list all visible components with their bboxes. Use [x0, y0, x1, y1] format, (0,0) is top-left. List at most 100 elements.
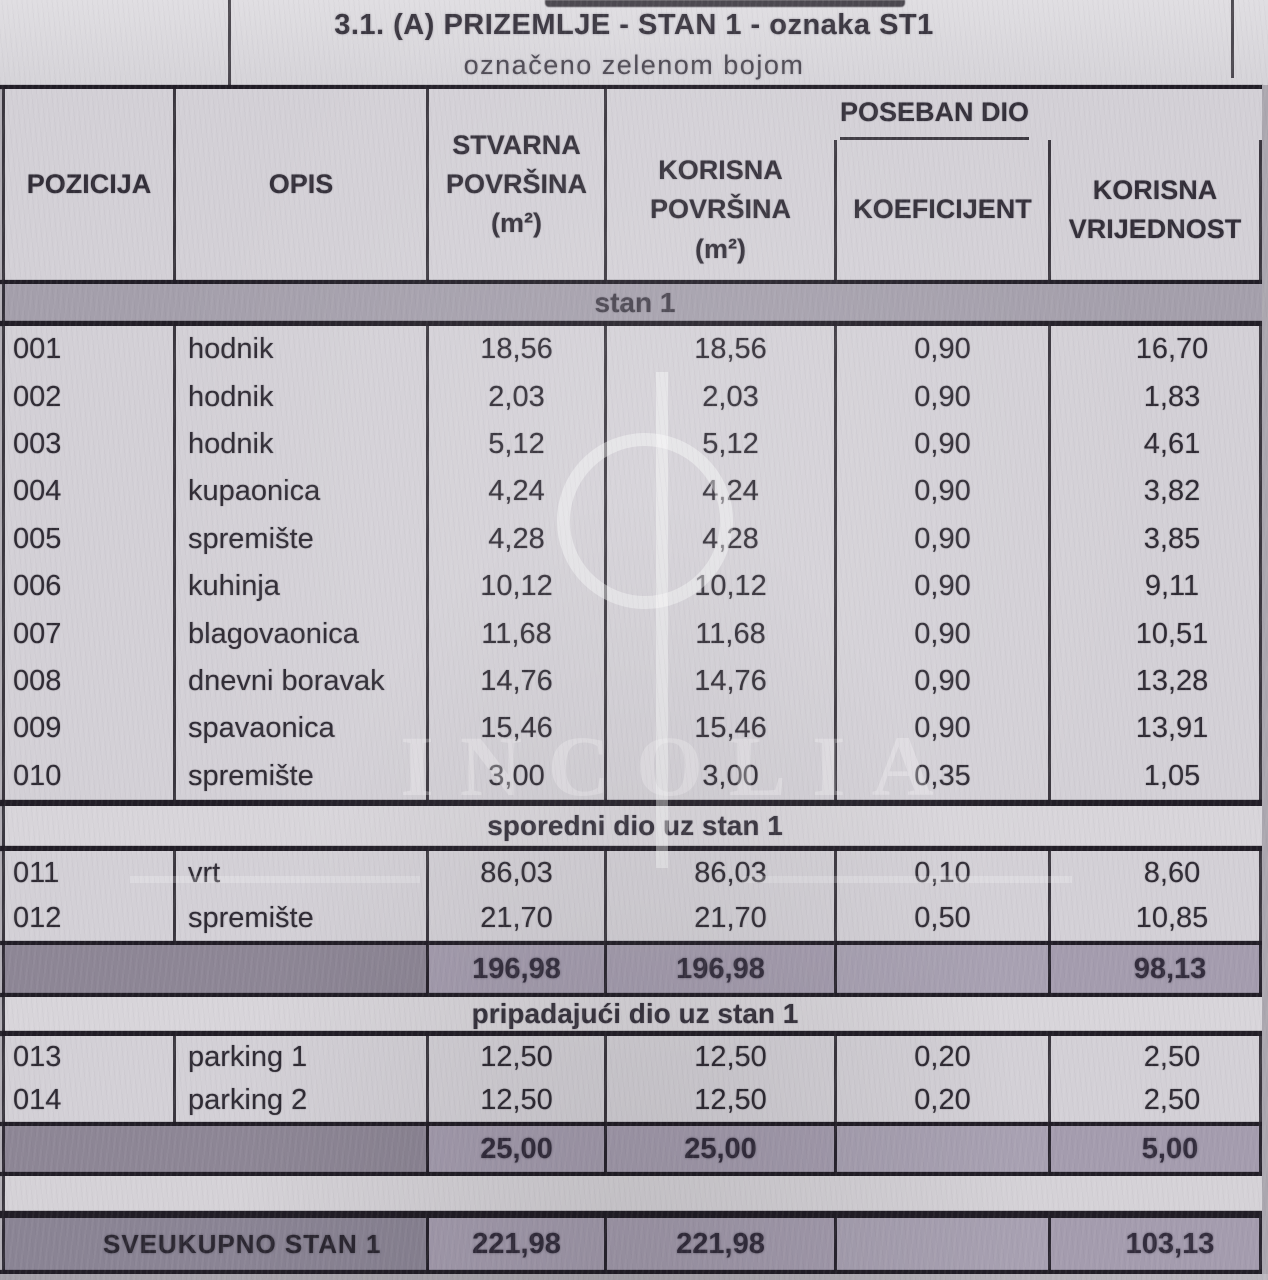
header-koeficijent: KOEFICIJENT — [837, 140, 1051, 280]
section-sporedni: sporedni dio uz stan 1 — [2, 806, 1268, 846]
header-pozicija: POZICIJA — [2, 89, 176, 280]
cell-korisna: 2,03 — [702, 380, 759, 413]
cell-opis: spavaonica — [188, 712, 335, 745]
cell-pozicija: 013 — [13, 1041, 62, 1073]
photo-bottom-edge — [0, 1274, 1268, 1280]
cell-vrijednost: 9,11 — [1144, 570, 1200, 603]
cell-vrijednost: 10,51 — [1135, 617, 1209, 650]
cell-opis: parking 1 — [188, 1041, 308, 1073]
header-korisna-vrijednost: KORISNA VRIJEDNOST — [1051, 140, 1262, 280]
section-pripadajuci: pripadajući dio uz stan 1 — [2, 997, 1268, 1031]
table-row: 001 hodnik 18,56 18,56 0,90 16,70 — [2, 326, 1262, 374]
subtotal-koeficijent-empty — [837, 1126, 1051, 1172]
cell-korisna: 4,24 — [702, 475, 759, 508]
divider-thick — [0, 1211, 1263, 1218]
subtotal-korisna: 25,00 — [684, 1132, 757, 1165]
cell-korisna: 15,46 — [694, 712, 767, 745]
cell-stvarna: 2,03 — [488, 380, 545, 413]
cell-koeficijent: 0,20 — [914, 1084, 971, 1116]
table-row: 009 spavaonica 15,46 15,46 0,90 13,91 — [2, 705, 1262, 753]
cell-vrijednost: 4,61 — [1143, 428, 1201, 461]
top-edge-smudge — [545, 0, 905, 7]
cell-stvarna: 4,28 — [488, 522, 545, 555]
grand-total-row: SVEUKUPNO STAN 1 221,98 221,98 103,13 — [2, 1218, 1262, 1270]
cell-koeficijent: 0,90 — [914, 522, 971, 555]
cell-korisna: 10,12 — [694, 570, 767, 603]
grand-total-koeficijent-empty — [837, 1218, 1051, 1270]
cell-korisna: 12,50 — [694, 1084, 767, 1116]
table-bottom-border — [0, 1270, 1263, 1274]
cell-stvarna: 10,12 — [480, 570, 553, 603]
cell-pozicija: 001 — [13, 333, 62, 366]
cell-vrijednost: 8,60 — [1143, 857, 1201, 889]
cell-stvarna: 15,46 — [480, 712, 553, 745]
cell-opis: hodnik — [188, 380, 274, 413]
cell-opis: hodnik — [188, 428, 274, 461]
table-row: 006 kuhinja 10,12 10,12 0,90 9,11 — [2, 563, 1262, 611]
pripadajuci-rows-section: 013 parking 1 12,50 12,50 0,20 2,50 014 … — [2, 1036, 1262, 1122]
header-poseban-dio: POSEBAN DIO — [839, 89, 1030, 140]
cell-opis: hodnik — [188, 333, 274, 366]
pripadajuci-subtotal-row: 25,00 25,00 5,00 — [2, 1126, 1262, 1172]
cell-vrijednost: 10,85 — [1135, 902, 1209, 934]
table-top-border — [0, 85, 1263, 89]
cell-pozicija: 004 — [13, 475, 62, 508]
photo-right-edge — [1262, 85, 1268, 1274]
grand-total-stvarna: 221,98 — [472, 1227, 561, 1260]
subtotal-korisna: 196,98 — [676, 952, 765, 985]
divider — [0, 1031, 1263, 1036]
cell-pozicija: 009 — [13, 712, 62, 745]
cell-korisna: 12,50 — [694, 1041, 767, 1073]
table-row: 007 blagovaonica 11,68 11,68 0,90 10,51 — [2, 610, 1262, 658]
document-title: 3.1. (A) PRIZEMLJE - STAN 1 - oznaka ST1 — [334, 9, 934, 41]
cell-koeficijent: 0,20 — [914, 1041, 971, 1073]
cell-pozicija: 007 — [13, 617, 62, 650]
subtotal-stvarna: 196,98 — [472, 952, 561, 985]
cell-koeficijent: 0,10 — [914, 857, 971, 889]
cell-koeficijent: 0,90 — [914, 475, 971, 508]
cell-pozicija: 003 — [13, 428, 62, 461]
cell-stvarna: 5,12 — [488, 428, 545, 461]
cell-opis: parking 2 — [188, 1084, 308, 1116]
table-row: 008 dnevni boravak 14,76 14,76 0,90 13,2… — [2, 657, 1262, 706]
cell-vrijednost: 1,05 — [1143, 759, 1201, 792]
empty-row — [2, 1176, 1268, 1211]
cell-koeficijent: 0,90 — [914, 665, 971, 698]
divider — [0, 280, 1263, 284]
sporedni-subtotal-row: 196,98 196,98 98,13 — [2, 945, 1262, 993]
cell-koeficijent: 0,50 — [914, 902, 971, 934]
cell-vrijednost: 16,70 — [1135, 333, 1209, 366]
cell-pozicija: 006 — [13, 570, 62, 603]
cell-koeficijent: 0,90 — [914, 333, 971, 366]
cell-vrijednost: 3,85 — [1143, 522, 1201, 555]
divider — [0, 1122, 1263, 1126]
cell-korisna: 18,56 — [694, 333, 767, 366]
main-rows-section: 001 hodnik 18,56 18,56 0,90 16,70 002 ho… — [2, 326, 1262, 801]
header-stvarna-povrsina: STVARNA POVRŠINA (m²) — [429, 89, 607, 280]
table-row: 002 hodnik 2,03 2,03 0,90 1,83 — [2, 373, 1262, 421]
grand-total-label: SVEUKUPNO STAN 1 — [103, 1228, 382, 1259]
header-korisna-povrsina: KORISNA POVRŠINA (m²) — [607, 140, 837, 280]
cell-opis: spremište — [188, 759, 314, 792]
cell-stvarna: 12,50 — [480, 1041, 553, 1073]
cell-korisna: 14,76 — [694, 665, 767, 698]
title-box-right-border — [1231, 0, 1234, 78]
cell-pozicija: 002 — [13, 380, 62, 413]
cell-opis: blagovaonica — [188, 617, 359, 650]
grand-total-korisna: 221,98 — [676, 1227, 765, 1260]
cell-koeficijent: 0,35 — [914, 759, 971, 792]
table-row: 013 parking 1 12,50 12,50 0,20 2,50 — [2, 1036, 1262, 1079]
cell-koeficijent: 0,90 — [914, 428, 971, 461]
cell-opis: spremište — [188, 902, 314, 934]
cell-korisna: 4,28 — [702, 522, 759, 555]
cell-stvarna: 86,03 — [480, 857, 553, 889]
table-row: 010 spremište 3,00 3,00 0,35 1,05 — [2, 752, 1262, 801]
grand-total-label-cell: SVEUKUPNO STAN 1 — [2, 1218, 429, 1270]
cell-vrijednost: 13,28 — [1135, 665, 1209, 698]
document-subtitle: označeno zelenom bojom — [463, 50, 805, 80]
cell-korisna: 21,70 — [694, 902, 767, 934]
cell-opis: dnevni boravak — [188, 665, 385, 698]
table-header-row: POZICIJA OPIS STVARNA POVRŠINA (m²) POSE… — [2, 89, 1262, 280]
cell-opis: kupaonica — [188, 475, 321, 508]
cell-pozicija: 012 — [13, 902, 62, 934]
